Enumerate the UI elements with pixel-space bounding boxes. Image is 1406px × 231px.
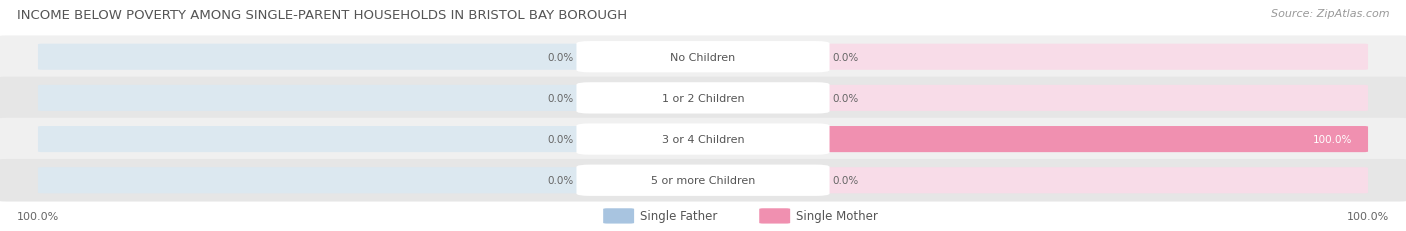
FancyBboxPatch shape [38,167,595,194]
FancyBboxPatch shape [38,44,595,70]
Text: 5 or more Children: 5 or more Children [651,176,755,185]
FancyBboxPatch shape [811,127,1368,152]
Text: Single Father: Single Father [640,210,717,222]
FancyBboxPatch shape [0,77,1406,120]
FancyBboxPatch shape [811,127,1368,152]
FancyBboxPatch shape [0,159,1406,202]
Text: 0.0%: 0.0% [832,176,859,185]
Text: 0.0%: 0.0% [547,134,574,144]
Text: Single Mother: Single Mother [796,210,877,222]
Text: 3 or 4 Children: 3 or 4 Children [662,134,744,144]
Text: No Children: No Children [671,52,735,62]
Text: 0.0%: 0.0% [547,176,574,185]
FancyBboxPatch shape [576,165,830,196]
Text: 0.0%: 0.0% [547,52,574,62]
FancyBboxPatch shape [0,118,1406,161]
FancyBboxPatch shape [38,85,595,112]
Text: Source: ZipAtlas.com: Source: ZipAtlas.com [1271,9,1389,19]
FancyBboxPatch shape [576,124,830,155]
Text: 0.0%: 0.0% [832,94,859,103]
FancyBboxPatch shape [811,85,1368,112]
Text: 100.0%: 100.0% [1313,134,1353,144]
FancyBboxPatch shape [811,167,1368,194]
FancyBboxPatch shape [0,36,1406,79]
Text: 100.0%: 100.0% [1347,211,1389,221]
FancyBboxPatch shape [576,42,830,73]
Text: 0.0%: 0.0% [832,52,859,62]
FancyBboxPatch shape [759,208,790,224]
Text: 0.0%: 0.0% [547,94,574,103]
FancyBboxPatch shape [811,44,1368,70]
FancyBboxPatch shape [603,208,634,224]
FancyBboxPatch shape [38,127,595,152]
FancyBboxPatch shape [576,83,830,114]
Text: 100.0%: 100.0% [17,211,59,221]
Text: INCOME BELOW POVERTY AMONG SINGLE-PARENT HOUSEHOLDS IN BRISTOL BAY BOROUGH: INCOME BELOW POVERTY AMONG SINGLE-PARENT… [17,9,627,22]
Text: 1 or 2 Children: 1 or 2 Children [662,94,744,103]
